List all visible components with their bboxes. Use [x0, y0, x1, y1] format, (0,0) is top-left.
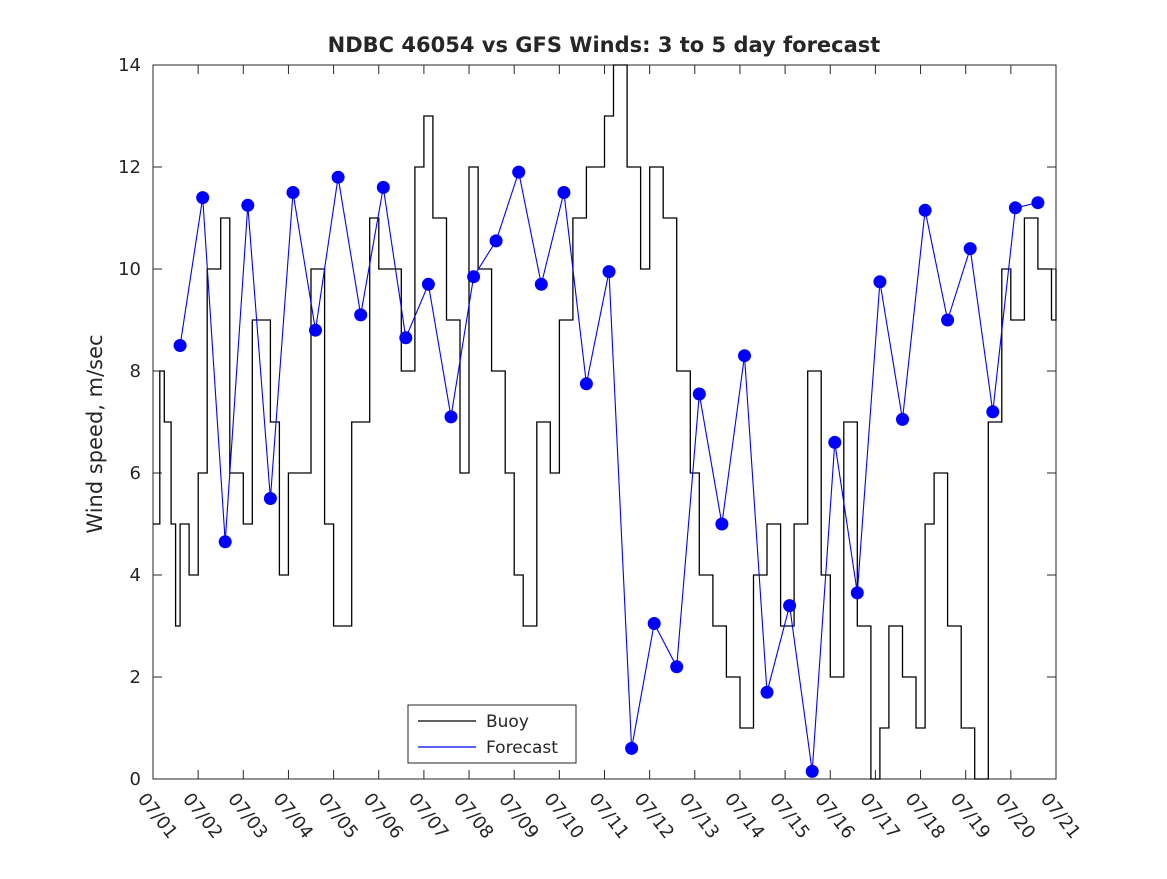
x-tick-label: 07/20 [991, 789, 1039, 843]
forecast-point [489, 234, 503, 248]
forecast-point [828, 435, 842, 449]
y-axis-label: Wind speed, m/sec [83, 334, 107, 533]
x-tick-label: 07/13 [675, 789, 723, 843]
x-tick-label: 07/10 [539, 789, 587, 843]
legend-label-forecast: Forecast [486, 738, 558, 758]
x-tick-label: 07/11 [585, 789, 633, 843]
forecast-point [467, 270, 481, 284]
forecast-point [692, 387, 706, 401]
forecast-point [241, 198, 255, 212]
forecast-point [873, 275, 887, 289]
y-tick-label: 12 [118, 157, 141, 178]
x-tick-label: 07/08 [449, 789, 497, 843]
forecast-point [286, 186, 300, 199]
forecast-point [647, 617, 661, 630]
forecast-point [850, 586, 864, 600]
forecast-point [896, 412, 909, 426]
x-tick-label: 07/03 [223, 789, 271, 843]
forecast-point [941, 313, 955, 327]
forecast-point [173, 339, 187, 352]
x-tick-label: 07/02 [178, 789, 226, 843]
chart-legend: Buoy Forecast [407, 704, 577, 764]
forecast-point [512, 165, 526, 179]
chart-title: NDBC 46054 vs GFS Winds: 3 to 5 day fore… [328, 33, 881, 57]
forecast-point [760, 685, 774, 699]
forecast-point [918, 203, 932, 217]
buoy-series-line [153, 64, 1057, 780]
x-tick-label: 07/14 [720, 789, 768, 843]
forecast-point [399, 331, 413, 345]
forecast-point [1031, 196, 1045, 210]
forecast-point [738, 349, 751, 363]
y-tick-label: 2 [130, 667, 141, 688]
x-tick-label: 07/04 [269, 789, 317, 843]
plot-frame [152, 64, 1057, 780]
forecast-point [376, 180, 390, 194]
forecast-point [263, 492, 277, 505]
x-tick-label: 07/16 [810, 789, 858, 843]
y-tick-label: 10 [118, 259, 141, 280]
legend-label-buoy: Buoy [486, 712, 529, 732]
forecast-point [557, 186, 571, 199]
x-tick-label: 07/09 [494, 789, 542, 843]
forecast-point [579, 377, 593, 391]
forecast-point [309, 323, 322, 337]
forecast-point [805, 764, 819, 778]
forecast-point [986, 405, 1000, 419]
forecast-point [602, 265, 616, 279]
forecast-point [963, 242, 977, 256]
forecast-point [625, 741, 639, 755]
forecast-point [331, 170, 345, 184]
x-tick-label: 07/07 [404, 789, 452, 843]
forecast-point [421, 277, 435, 291]
y-tick-label: 8 [130, 361, 141, 382]
x-tick-label: 07/12 [630, 789, 678, 843]
legend-box [407, 704, 577, 764]
plot-area: 0246810121407/0107/0207/0307/0407/0507/0… [118, 55, 1084, 843]
x-tick-label: 07/05 [314, 789, 362, 843]
x-tick-label: 07/15 [765, 789, 813, 843]
forecast-point [196, 191, 210, 205]
x-tick-label: 07/19 [946, 789, 994, 843]
x-tick-label: 07/17 [855, 789, 903, 843]
forecast-point [715, 517, 729, 531]
x-tick-label: 07/21 [1036, 789, 1084, 843]
forecast-point [783, 599, 797, 613]
forecast-point [444, 410, 458, 424]
forecast-point [354, 308, 368, 322]
forecast-point [218, 535, 232, 549]
y-tick-label: 14 [118, 55, 141, 76]
forecast-point [670, 660, 684, 674]
forecast-point [534, 277, 548, 291]
y-tick-label: 4 [130, 565, 141, 586]
y-tick-label: 6 [130, 463, 141, 484]
x-tick-label: 07/06 [359, 789, 407, 843]
forecast-series-line [179, 169, 1039, 772]
forecast-point [1008, 201, 1022, 215]
x-tick-label: 07/01 [133, 789, 181, 843]
y-tick-label: 0 [130, 769, 141, 790]
x-tick-label: 07/18 [901, 789, 949, 843]
